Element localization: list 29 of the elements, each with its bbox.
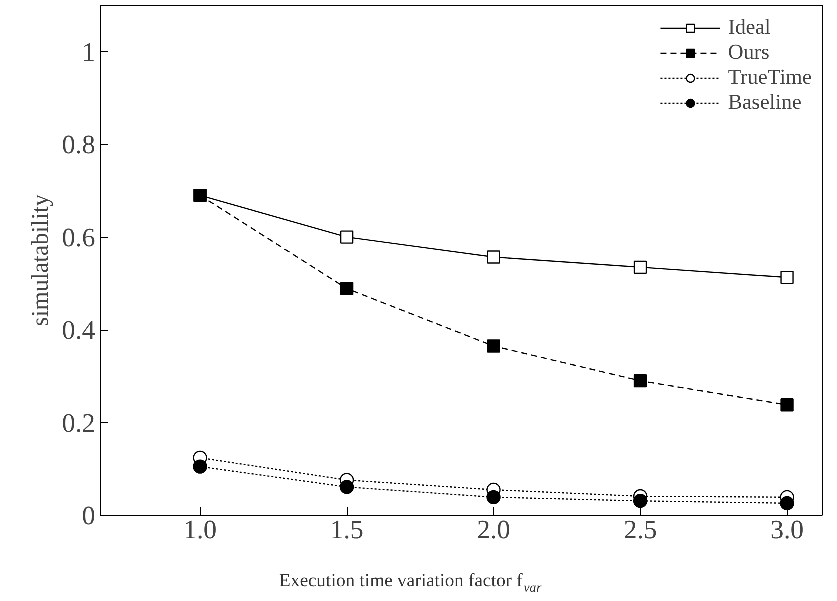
point [340, 230, 354, 244]
legend-label: Baseline [728, 90, 802, 115]
y-tick-label: 0.4 [62, 315, 96, 346]
point [634, 374, 648, 388]
x-tick-label: 3.0 [770, 514, 804, 544]
x-tick-label: 1.0 [184, 514, 217, 544]
y-tick-label: 0 [82, 500, 96, 530]
point [780, 398, 794, 412]
point [780, 271, 794, 284]
x-tick-label: 2.5 [624, 514, 658, 544]
point [633, 494, 648, 508]
legend-label: Ours [728, 40, 770, 65]
x-tick-label: 2.0 [477, 514, 510, 544]
point [780, 496, 794, 511]
point [634, 260, 648, 274]
x-tick-label: 1.5 [330, 514, 364, 544]
point [486, 490, 501, 505]
point [487, 250, 500, 264]
point [193, 460, 208, 474]
legend-label: TrueTime [728, 65, 812, 90]
legend-label: Ideal [728, 15, 771, 40]
y-tick-label: 1 [82, 36, 96, 67]
y-tick-label: 0.6 [62, 222, 96, 252]
y-axis-title: simulatability [28, 194, 54, 326]
point [340, 480, 354, 494]
point [487, 340, 500, 353]
y-tick-label: 0.2 [62, 408, 96, 438]
y-tick-label: 0.8 [62, 130, 96, 160]
point [340, 282, 354, 296]
